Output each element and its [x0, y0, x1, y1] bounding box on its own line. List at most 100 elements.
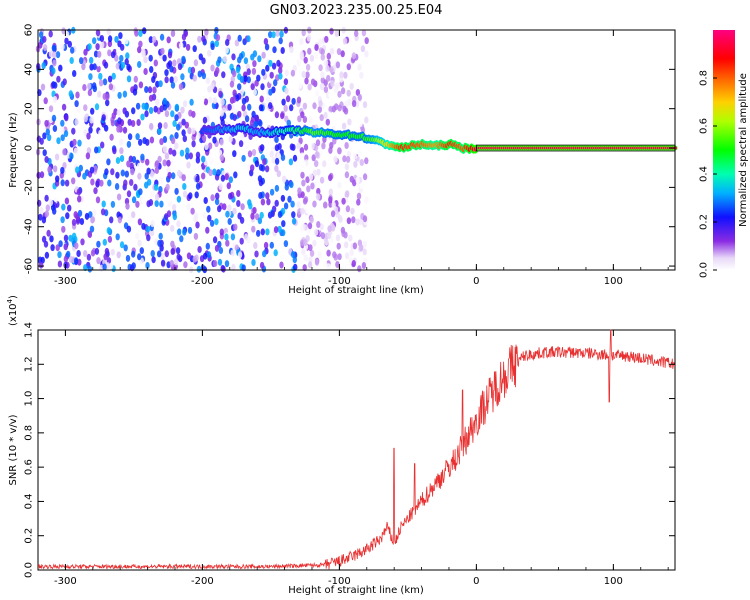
noise-speckle	[237, 34, 242, 42]
noise-speckle	[279, 30, 284, 38]
noise-speckle	[315, 139, 321, 147]
snr-y-multiplier: (x104)	[6, 295, 19, 326]
noise-speckle	[352, 242, 358, 250]
noise-speckle	[361, 29, 367, 37]
noise-speckle	[246, 76, 251, 84]
x-tick-label: 100	[604, 276, 623, 287]
noise-speckle	[351, 52, 357, 60]
noise-speckle	[175, 247, 181, 255]
noise-speckle	[64, 179, 70, 187]
noise-speckle	[282, 175, 287, 183]
noise-speckle	[301, 179, 306, 187]
noise-speckle	[328, 174, 333, 182]
noise-speckle	[344, 171, 350, 179]
noise-speckle	[92, 82, 97, 90]
noise-speckle	[252, 88, 257, 96]
noise-speckle	[220, 119, 225, 126]
noise-speckle	[276, 59, 281, 67]
y-tick-label: 20	[24, 102, 35, 115]
noise-speckle	[284, 87, 289, 95]
noise-speckle	[228, 176, 233, 184]
noise-speckle	[100, 141, 105, 149]
noise-speckle	[185, 43, 191, 51]
noise-speckle	[61, 103, 67, 111]
noise-speckle	[95, 43, 100, 51]
noise-speckle	[75, 91, 80, 99]
noise-speckle	[317, 251, 322, 259]
noise-speckle	[271, 156, 276, 164]
noise-speckle	[126, 190, 132, 198]
noise-speckle	[169, 259, 174, 267]
noise-speckle	[331, 201, 336, 209]
noise-speckle	[137, 239, 142, 247]
noise-speckle	[170, 30, 176, 37]
noise-speckle	[346, 63, 351, 71]
noise-speckle	[176, 195, 182, 203]
noise-speckle	[201, 72, 207, 80]
noise-speckle	[181, 129, 186, 137]
noise-speckle	[261, 51, 266, 59]
noise-speckle	[153, 105, 158, 113]
noise-speckle	[349, 175, 354, 183]
noise-speckle	[312, 102, 317, 110]
noise-speckle	[218, 183, 223, 191]
noise-speckle	[231, 263, 236, 271]
noise-speckle	[52, 95, 58, 103]
noise-speckle	[120, 61, 126, 69]
noise-speckle	[125, 254, 131, 262]
noise-speckle	[313, 228, 319, 236]
noise-speckle	[207, 142, 213, 150]
noise-speckle	[263, 38, 269, 45]
noise-speckle	[337, 90, 342, 98]
noise-speckle	[291, 143, 296, 151]
noise-speckle	[176, 123, 181, 131]
noise-speckle	[312, 169, 317, 177]
noise-speckle	[54, 153, 60, 161]
noise-speckle	[182, 135, 187, 143]
noise-speckle	[136, 119, 141, 126]
noise-speckle	[324, 35, 329, 43]
noise-speckle	[222, 55, 228, 63]
noise-speckle	[172, 213, 177, 221]
noise-speckle	[71, 177, 76, 185]
noise-speckle	[65, 212, 70, 220]
noise-speckle	[154, 160, 160, 168]
noise-speckle	[345, 155, 351, 163]
noise-speckle	[99, 35, 105, 42]
noise-speckle	[314, 258, 320, 266]
noise-speckle	[97, 90, 102, 98]
noise-speckle	[269, 150, 274, 158]
noise-speckle	[40, 83, 46, 91]
noise-speckle	[299, 50, 304, 58]
noise-speckle	[316, 221, 321, 228]
noise-speckle	[357, 93, 362, 101]
y-tick-label: -40	[24, 219, 35, 235]
noise-speckle	[254, 250, 259, 258]
noise-speckle	[124, 170, 129, 178]
noise-speckle	[225, 239, 230, 247]
noise-speckle	[168, 147, 173, 155]
noise-speckle	[236, 200, 241, 207]
noise-speckle	[120, 169, 126, 177]
noise-speckle	[247, 103, 252, 111]
noise-speckle	[150, 190, 155, 198]
noise-speckle	[192, 45, 197, 53]
noise-speckle	[164, 110, 170, 118]
noise-speckle	[321, 142, 326, 150]
noise-speckle	[290, 200, 295, 208]
noise-speckle	[310, 78, 316, 86]
noise-speckle	[42, 35, 47, 43]
noise-speckle	[342, 105, 347, 113]
figure-title: GN03.2023.235.00.25.E04	[270, 3, 443, 18]
noise-speckle	[117, 40, 122, 48]
noise-speckle	[212, 236, 218, 244]
noise-speckle	[158, 176, 164, 184]
noise-speckle	[328, 105, 333, 113]
noise-speckle	[144, 103, 149, 111]
noise-speckle	[269, 241, 274, 249]
noise-speckle	[126, 63, 131, 71]
noise-speckle	[239, 133, 245, 141]
noise-speckle	[104, 168, 109, 176]
noise-speckle	[77, 139, 82, 147]
noise-speckle	[141, 196, 146, 204]
